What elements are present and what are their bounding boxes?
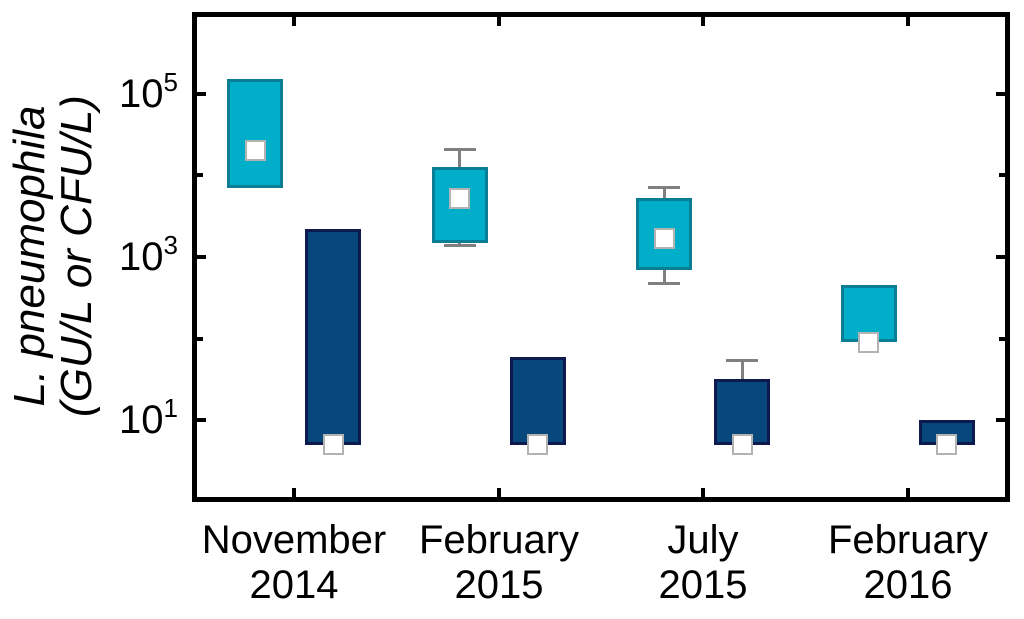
y-axis-title: L. pneumophila (GU/L or CFU/L) — [5, 6, 101, 506]
cyan-box-median-marker — [244, 140, 266, 162]
y-axis-tick-right — [999, 336, 1005, 341]
y-axis-tick-left — [197, 418, 206, 423]
x-axis-tick-top — [292, 17, 297, 26]
y-axis-tick-left — [197, 255, 206, 259]
cyan-box-upper-whisker-cap — [648, 186, 681, 190]
cyan-box-median-marker — [449, 188, 471, 210]
y-axis-tick-right — [999, 173, 1005, 178]
cyan-box-upper-whisker-cap — [443, 147, 476, 151]
navy-box-median-marker — [322, 434, 344, 456]
cyan-box — [227, 79, 284, 188]
navy-box — [305, 229, 362, 445]
y-tick-label-1e1: 101 — [119, 392, 178, 442]
x-label-july-2015: July 2015 — [658, 518, 748, 607]
y-axis-tick-left — [197, 173, 203, 178]
cyan-box-median-marker — [653, 227, 675, 249]
y-axis-tick-left — [197, 336, 203, 341]
x-axis-tick-bottom — [701, 488, 706, 497]
y-axis-title-species: L. pneumophila — [5, 105, 54, 407]
navy-box-median-marker — [731, 434, 753, 456]
y-axis-tick-right — [996, 418, 1005, 423]
cyan-box-lower-whisker-cap — [443, 243, 476, 247]
x-label-february-2015: February 2015 — [418, 518, 580, 607]
y-tick-label-1e5: 105 — [119, 66, 178, 116]
x-axis-tick-top — [701, 17, 706, 26]
y-axis-title-units: (GU/L or CFU/L) — [52, 95, 101, 417]
x-axis-tick-bottom — [905, 488, 910, 497]
x-axis-tick-top — [905, 17, 910, 26]
cyan-box-lower-whisker-stem — [662, 269, 666, 284]
cyan-box-upper-whisker-stem — [662, 187, 666, 198]
y-axis-tick-right — [996, 91, 1005, 96]
x-axis-tick-top — [496, 17, 501, 26]
navy-box-upper-whisker-cap — [726, 359, 759, 363]
navy-box-median-marker — [527, 434, 549, 456]
navy-box-median-marker — [936, 434, 958, 456]
cyan-box-lower-whisker-cap — [648, 282, 681, 286]
navy-box-upper-whisker-stem — [740, 360, 744, 380]
y-axis-tick-left — [197, 91, 206, 96]
x-axis-tick-bottom — [496, 488, 501, 497]
y-axis-tick-right — [996, 255, 1005, 259]
navy-box — [714, 379, 771, 445]
x-label-february-2016: February 2016 — [827, 518, 989, 607]
cyan-box-upper-whisker-stem — [458, 149, 462, 168]
x-label-november-2014: November 2014 — [201, 518, 387, 607]
cyan-box-median-marker — [858, 331, 880, 353]
x-axis-tick-bottom — [292, 488, 297, 497]
y-tick-label-1e3: 103 — [119, 229, 178, 279]
navy-box — [509, 356, 566, 445]
